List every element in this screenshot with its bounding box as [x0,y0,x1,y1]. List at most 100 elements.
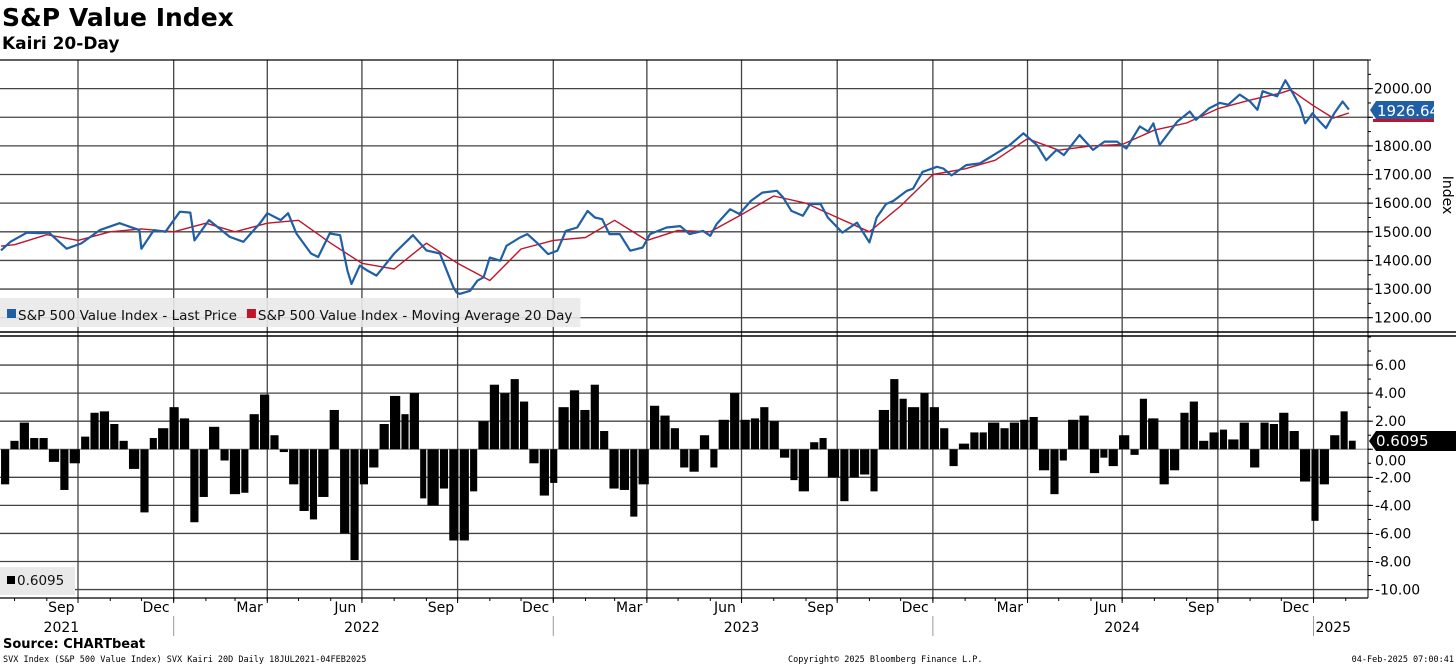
footer-copyright: Copyright© 2025 Bloomberg Finance L.P. [788,655,982,665]
year-label: 2022 [344,620,380,636]
legend-background [0,298,581,327]
kairi-bar [420,449,427,499]
kairi-bar [1119,435,1130,450]
kairi-bar [1,449,10,485]
kairi-bar [769,421,779,450]
kairi-tick-label: 0.00 [1375,453,1406,469]
kairi-bar [849,449,859,478]
kairi-bar [110,424,119,450]
kairi-bar [1050,449,1059,495]
price-tick-label: 1700.00 [1374,168,1432,184]
kairi-bar [1100,449,1108,458]
last-kairi-tag: 0.6095 [1369,431,1456,451]
kairi-bar [750,418,760,450]
kairi-bar [1269,424,1278,450]
kairi-bar [740,419,750,450]
price-legend: S&P 500 Value Index - Last Price S&P 500… [0,298,581,327]
kairi-bar [329,409,339,450]
kairi-bar [600,431,609,450]
month-label: Sep [1188,600,1215,616]
kairi-legend: 0.6095 [0,567,75,595]
kairi-bar [988,422,1000,450]
kairi-bar [1330,435,1340,450]
kairi-bar [409,393,419,450]
price-tick-label: 1800.00 [1374,139,1432,155]
kairi-bar [1189,401,1198,450]
kairi-tick-label: 2.00 [1375,414,1406,430]
kairi-bar [229,449,241,495]
kairi-bar [860,449,870,475]
kairi-bar [1020,419,1029,450]
price-lines [0,79,1350,295]
kairi-bar [699,435,710,450]
source-label: Source: CHARTbeat [3,637,145,652]
kairi-bar [220,449,229,461]
kairi-bar [379,424,389,450]
last-price-tag: 1926.64 [1370,101,1439,122]
legend-swatch-kairi [7,576,15,584]
kairi-bar [81,436,90,450]
kairi-bar [99,411,110,450]
kairi-bar [209,426,220,450]
kairi-bar [289,449,299,485]
kairi-bar [359,449,368,485]
kairi-bar [1340,411,1348,450]
kairi-bar [1199,440,1209,450]
price-tick-label: 2000.00 [1374,82,1432,98]
kairi-bar [929,407,939,450]
moving-average-line [0,89,1350,282]
kairi-bar [249,414,259,450]
kairi-bar [340,449,350,534]
legend-label-moving-average: S&P 500 Value Index - Moving Average 20 … [258,308,573,324]
last-price-line [0,79,1350,295]
price-tick-label: 1200.00 [1374,311,1432,327]
kairi-bar [958,443,970,450]
kairi-bar [427,449,439,506]
kairi-bar [798,449,809,492]
kairi-bar [309,449,318,520]
kairi-bar [638,449,649,485]
kairi-bar [500,393,510,450]
month-label: Dec [902,600,929,616]
legend-swatch-last-price [7,309,16,318]
kairi-bar [1228,439,1239,450]
kairi-bar [1219,429,1228,450]
kairi-bar [1079,415,1089,450]
kairi-bar [369,449,379,468]
kairi-bar [19,422,29,450]
footer-description: SVX Index (S&P 500 Value Index) SVX Kair… [3,655,366,665]
kairi-bar [48,449,60,462]
kairi-bar [1260,422,1269,450]
kairi-tick-label: 6.00 [1375,358,1406,374]
legend-label-kairi: 0.6095 [17,573,64,589]
kairi-bar [539,449,549,496]
month-label: Jun [713,600,736,616]
kairi-bar [907,407,920,450]
kairi-bar [520,401,529,450]
price-tick-label: 1300.00 [1374,282,1432,298]
legend-label-last-price: S&P 500 Value Index - Last Price [18,308,237,324]
kairi-bar [270,435,279,450]
kairi-bar [128,449,140,469]
kairi-bar [69,449,80,464]
kairi-bar [569,390,580,450]
kairi-bar [650,405,660,450]
kairi-bar [819,438,827,450]
kairi-bar [489,384,500,450]
last-price-value: 1926.64 [1377,102,1439,120]
kairi-bar [580,409,590,450]
footer-timestamp: 04-Feb-2025 07:00:41 [1352,655,1454,665]
year-label: 2024 [1104,620,1140,636]
kairi-bar [90,412,99,450]
kairi-bar [529,449,539,464]
kairi-bar [1009,422,1020,450]
kairi-bar [1038,449,1050,471]
kairi-bar [710,449,718,468]
kairi-bar [920,393,929,450]
kairi-bar [609,449,619,489]
kairi-bar [670,428,679,450]
month-label: Mar [616,600,643,616]
kairi-bar [840,449,849,502]
year-label: 2025 [1315,620,1351,636]
